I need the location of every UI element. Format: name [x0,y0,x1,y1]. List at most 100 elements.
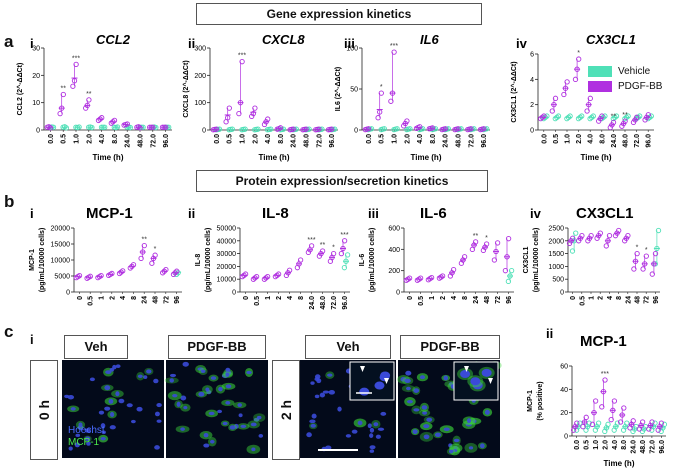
x-tick-label-b-iii-3: 2 [440,296,447,300]
point-b-iii-1-0-2 [406,275,413,281]
x-tick-label-a-iv-7: 48.0 [623,134,630,148]
point-b-ii-1-8-2 [330,250,337,257]
point-a-iv-1-4-2 [587,95,593,101]
x-tick-label-b-ii-3: 2 [276,296,283,300]
y-tick-label-a-iv-1: 2 [530,102,534,109]
y-tick-label-a-ii-0: 0 [202,128,206,135]
x-tick-label-a-iv-1: 0.5 [553,134,560,144]
point-a-i-1-3-0 [83,105,89,111]
x-tick-label-a-ii-2: 1.0 [240,134,247,144]
point-c-ii-0-8-2 [652,420,658,426]
x-tick-label-a-ii-5: 8.0 [278,134,285,144]
point-b-i-1-8-2 [163,266,169,273]
point-a-i-1-7-2 [137,125,143,131]
micro-row-0h: 0 h [30,360,58,460]
micro-row-2h-text: 2 h [277,399,294,421]
point-c-ii-1-1-0 [580,424,586,430]
section-label-c: c [4,322,14,341]
point-b-i-1-0-2 [76,273,83,279]
point-a-ii-1-4-0 [261,121,268,128]
point-a-iv-0-9-2 [648,113,654,119]
point-b-iii-0-9-0 [505,278,512,284]
point-a-i-0-1-2 [63,125,69,131]
legend-swatch-vehicle [588,66,612,77]
point-b-i-1-3-2 [109,270,115,277]
point-b-ii-1-5-2 [297,257,304,263]
y-tick-label-b-iii-1: 200 [388,268,400,275]
x-tick-label-a-iv-6: 24.0 [611,134,618,148]
micro-col-pdgf-right-text: PDGF-BB [420,339,480,354]
point-b-iii-1-1-2 [417,275,424,281]
x-tick-label-a-ii-9: 96.0 [329,134,336,148]
y-label-c-ii: MCP-1 [527,390,534,412]
x-tick-label-b-iv-9: 96 [653,296,660,304]
point-a-i-1-4-0 [95,117,102,124]
point-b-iii-0-9-2 [508,268,515,274]
x-tick-label-b-iii-4: 4 [451,296,458,300]
significance-c-ii-0: *** [601,371,609,378]
x-tick-label-b-ii-6: 24.0 [309,296,316,310]
point-a-iv-1-1-2 [552,95,559,101]
y-tick-label-c-ii-1: 20 [560,410,568,417]
point-c-ii-1-2-2 [592,398,599,404]
chart-title-a-iii: IL6 [420,32,440,47]
x-tick-label-a-ii-1: 0.5 [227,134,234,144]
point-b-ii-1-9-0 [338,250,345,257]
point-b-i-1-9-2 [174,268,180,274]
x-tick-label-a-i-5: 8.0 [112,134,119,144]
x-tick-label-b-iv-1: 0.5 [579,296,586,306]
point-c-ii-0-1-2 [586,420,592,426]
x-tick-label-b-i-9: 96 [174,296,181,304]
x-label-a-i: Time (h) [93,153,124,162]
x-tick-label-b-iv-0: 0 [570,296,577,300]
x-tick-label-b-ii-7: 48.0 [320,296,327,310]
x-tick-label-b-iv-4: 4 [607,296,614,300]
point-c-ii-1-7-2 [639,419,646,425]
significance-a-iv-2: ** [622,112,628,119]
y-tick-label-a-ii-1: 100 [194,100,206,107]
x-tick-label-a-i-8: 72.0 [150,134,157,148]
point-b-i-1-6-2 [141,242,147,249]
panel-numeral-b-iv: iv [530,206,542,221]
micro-row-0h-text: 0 h [35,399,52,421]
point-b-ii-1-6-2 [308,243,315,249]
x-tick-label-c-ii-6: 24.0 [631,440,638,454]
y-label2-b-iv: (pg/mL/10000 cells) [533,228,540,293]
point-a-iii-1-2-0 [388,98,394,104]
micro-legend-mcp1: MCP-1 [68,437,100,448]
y-tick-label-b-i-0: 0 [66,290,70,297]
micro-col-veh-right: Veh [305,335,391,359]
point-c-ii-1-3-2 [602,377,608,383]
point-a-iii-1-2-2 [391,49,397,55]
point-b-iii-1-9-0 [502,268,509,274]
x-tick-label-a-iv-9: 96.0 [646,134,653,148]
x-tick-label-a-iii-6: 24.0 [443,134,450,148]
y-label-a-iii: IL6 (2^-ΔΔCt) [334,67,342,111]
point-b-iii-1-5-2 [461,254,468,260]
significance-a-i-2: ** [86,91,92,98]
significance-b-iii-0: ** [473,233,479,240]
y-label-b-i: MCP-1 [29,249,36,271]
x-tick-label-b-ii-0: 0 [243,296,250,300]
y-tick-label-b-iii-2: 400 [388,247,400,254]
point-a-iv-0-8-2 [637,113,643,119]
point-a-ii-1-3-0 [249,113,255,119]
legend-item-pdgf: PDGF-BB [588,81,662,92]
x-tick-label-b-ii-5: 8 [298,296,305,300]
point-a-i-1-5-0 [108,120,114,126]
y-tick-label-a-iv-3: 6 [530,52,534,59]
point-a-ii-1-2-0 [236,110,242,117]
x-tick-label-c-ii-5: 8.0 [621,440,628,450]
x-tick-label-c-ii-8: 72.0 [649,440,656,454]
x-tick-label-b-iii-2: 1 [429,296,436,300]
point-a-iv-0-4-2 [590,113,596,119]
x-tick-label-b-ii-4: 4 [287,296,294,300]
legend: Vehicle PDGF-BB [588,66,662,92]
y-tick-label-c-ii-3: 60 [560,364,568,371]
point-b-i-1-7-2 [152,252,158,258]
micro-row-2h: 2 h [272,360,300,460]
x-tick-label-a-ii-7: 48.0 [304,134,311,148]
